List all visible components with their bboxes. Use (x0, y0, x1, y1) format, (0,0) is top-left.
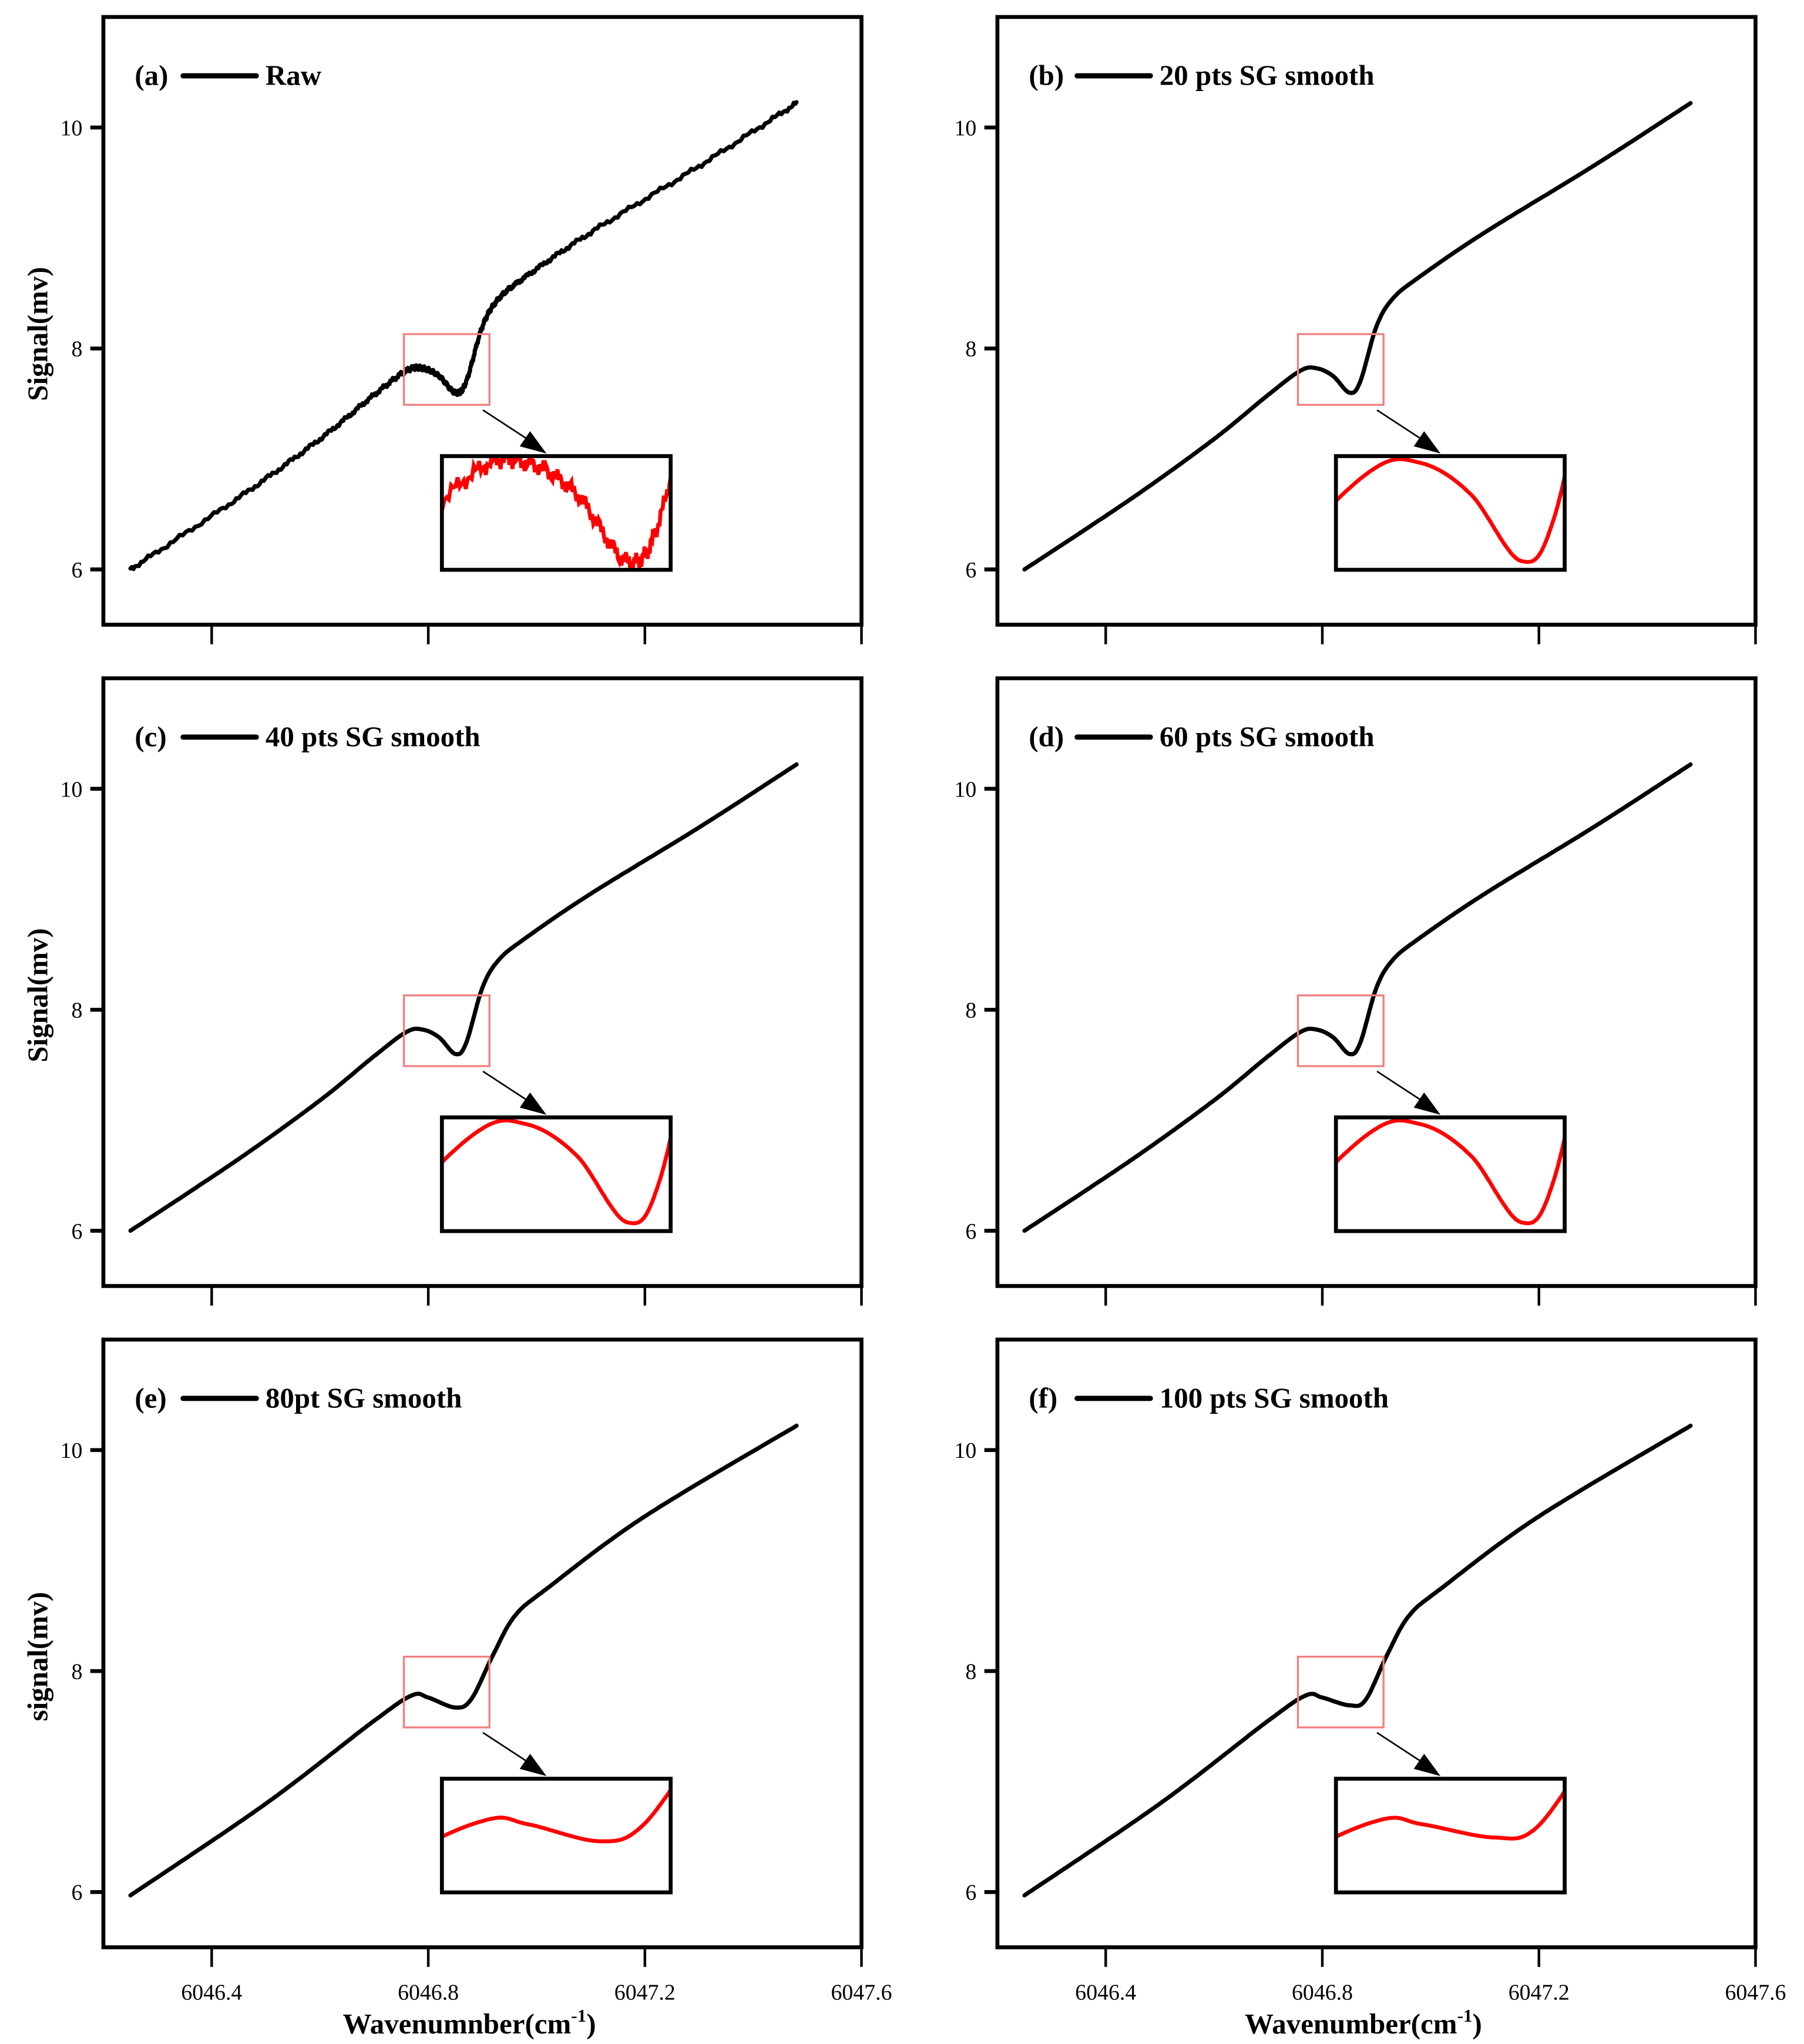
inset-frame (1333, 1776, 1567, 1895)
inset-line (442, 1786, 671, 1844)
arrow-line (482, 409, 534, 444)
inset-line (1336, 457, 1565, 564)
data-line (1022, 1423, 1693, 1898)
x-tick-label: 6047.6 (831, 1980, 892, 2005)
y-tick-label: 6 (965, 558, 976, 583)
y-tick-label: 10 (61, 1438, 83, 1463)
zoom-region-box (402, 994, 491, 1067)
panel-label: (f) (1029, 1381, 1057, 1414)
x-tick-label: 6047.2 (1509, 1980, 1570, 2005)
arrow-line (1376, 1070, 1428, 1105)
y-tick-label: 8 (71, 1659, 82, 1684)
x-tick-label: 6046.4 (1075, 1980, 1136, 2005)
x-tick-label: 6047.6 (1725, 1980, 1786, 2005)
zoom-region-box (402, 1655, 491, 1729)
legend-label: 80pt SG smooth (266, 1381, 462, 1414)
y-tick-label: 6 (71, 1219, 82, 1244)
panel-label: (b) (1029, 59, 1064, 92)
arrow-head (1413, 1753, 1441, 1776)
y-tick-label: 10 (955, 1438, 977, 1463)
y-tick-label: 10 (955, 116, 977, 140)
panel-c: 6 8 10 (c) 40 pts SG smooth Signal(mv) (21, 676, 864, 1306)
arrow-head (1413, 431, 1441, 454)
y-axis-label: signal(mv) (21, 1592, 53, 1721)
inset-line (1336, 1118, 1565, 1225)
y-tick-label: 10 (61, 116, 83, 140)
x-tick-label: 6046.8 (398, 1980, 459, 2005)
y-tick-label: 8 (965, 999, 976, 1023)
legend-label: 20 pts SG smooth (1160, 59, 1375, 92)
y-tick-label: 8 (965, 337, 976, 362)
panel-label: (d) (1029, 721, 1064, 753)
y-tick-label: 8 (71, 999, 82, 1023)
panel-d: 6 8 10 (d) 60 pts SG smooth (955, 676, 1758, 1306)
arrow-head (519, 431, 547, 454)
data-line (128, 100, 799, 571)
data-line (1022, 100, 1693, 572)
x-tick-label: 6047.2 (614, 1980, 676, 2005)
x-axis-label: Wavenumber(cm-1) (1245, 2005, 1482, 2040)
data-line (1022, 762, 1693, 1233)
legend-label: 100 pts SG smooth (1160, 1381, 1389, 1414)
y-tick-label: 10 (61, 777, 83, 802)
panel-a: 6 8 10 (a) Raw Signal(mv) (21, 15, 864, 644)
panel-label: (c) (135, 721, 166, 753)
y-tick-label: 10 (955, 777, 977, 802)
plot-frame (995, 1337, 1758, 1949)
inset-line (442, 456, 671, 570)
y-tick-label: 6 (965, 1219, 976, 1244)
x-tick-label: 6046.8 (1292, 1980, 1353, 2005)
zoom-region-box (1296, 333, 1385, 406)
arrow-head (1413, 1092, 1441, 1115)
panel-label: (e) (135, 1381, 166, 1414)
x-tick-label: 6046.4 (181, 1980, 242, 2005)
y-tick-label: 6 (965, 1881, 976, 1905)
zoom-region-box (1296, 994, 1385, 1067)
data-line (128, 1423, 799, 1898)
legend-label: Raw (266, 59, 322, 92)
arrow-line (1376, 409, 1428, 444)
panel-f: 6 8 10 6046.4 6046.8 6047.2 6047.6 (f) 100 pts S… (955, 1337, 1786, 2040)
y-tick-label: 8 (965, 1659, 976, 1684)
plot-frame (995, 676, 1758, 1288)
inset-line (442, 1118, 671, 1225)
inset-frame (439, 1115, 673, 1233)
y-axis-label: Signal(mv) (21, 267, 53, 401)
inset-line (1336, 1787, 1565, 1841)
y-axis-label: Signal(mv) (21, 928, 53, 1062)
panel-label: (a) (135, 59, 168, 92)
data-line (128, 762, 799, 1233)
inset-frame (1333, 1115, 1567, 1233)
plot-frame (101, 1337, 864, 1949)
arrow-head (519, 1753, 547, 1776)
arrow-line (482, 1070, 534, 1105)
y-tick-label: 6 (71, 1881, 82, 1905)
arrow-head (519, 1092, 547, 1115)
plot-frame (101, 15, 864, 627)
legend-label: 40 pts SG smooth (266, 721, 481, 753)
inset-frame (439, 1776, 673, 1895)
arrow-line (482, 1732, 534, 1767)
plot-frame (101, 676, 864, 1288)
panel-b: 6 8 10 (b) 20 pts SG smooth (955, 15, 1758, 644)
x-axis-label: Wavenumnber(cm-1) (342, 2005, 596, 2040)
inset-frame (439, 454, 673, 572)
zoom-region-box (402, 333, 491, 406)
arrow-line (1376, 1732, 1428, 1767)
y-tick-label: 8 (71, 337, 82, 362)
inset-frame (1333, 454, 1567, 572)
panel-e: 6 8 10 6046.4 6046.8 6047.2 6047.6 (e) 80pt SG s… (21, 1337, 892, 2040)
plot-frame (995, 15, 1758, 627)
legend-label: 60 pts SG smooth (1160, 721, 1375, 753)
zoom-region-box (1296, 1655, 1385, 1729)
y-tick-label: 6 (71, 558, 82, 583)
